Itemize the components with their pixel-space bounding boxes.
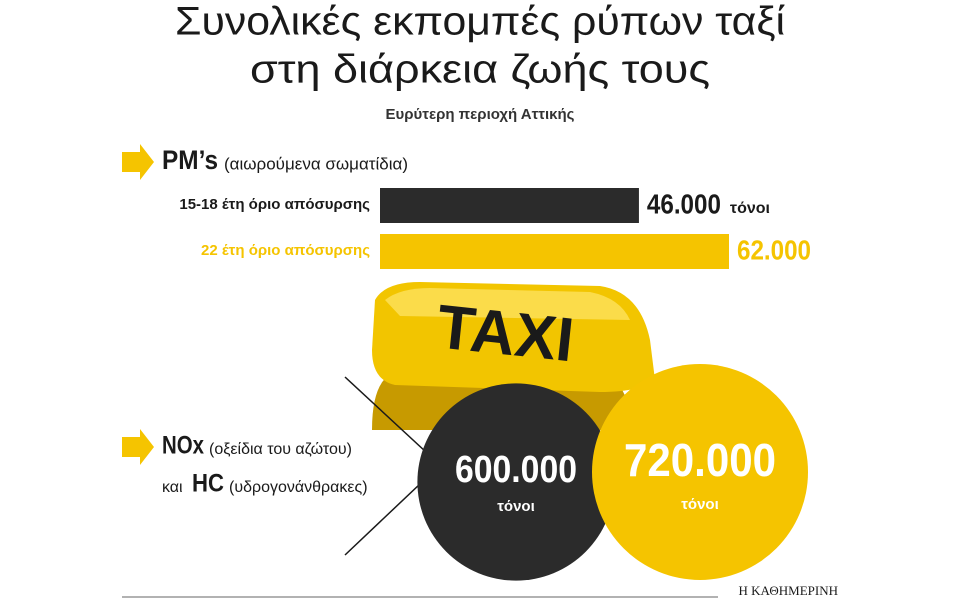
conjunction: και xyxy=(162,479,183,496)
value-label: 720.000 xyxy=(624,434,776,486)
bar xyxy=(380,234,729,269)
arrow-icon xyxy=(122,429,154,465)
section-subtitle: (υδρογονάνθρακες) xyxy=(229,479,368,496)
title-line: στη διάρκεια ζωής τους xyxy=(250,48,710,92)
value-label: 46.000 xyxy=(647,188,721,219)
marks: 15-18 έτη όριο απόσυρσης 46.000 τόνοι 22 έτ… xyxy=(179,188,811,581)
bubble xyxy=(592,364,808,580)
value-label: 600.000 xyxy=(455,449,577,491)
arrow-icon xyxy=(122,144,154,180)
section-subtitle: (οξείδια του αζώτου) xyxy=(209,441,352,458)
footer-source: Η ΚΑΘΗΜΕΡΙΝΗ xyxy=(739,583,839,598)
bar xyxy=(380,188,639,223)
bar-label: 15-18 έτη όριο απόσυρσης xyxy=(179,196,370,213)
taxi-illustration: TAXI xyxy=(372,282,655,430)
bar-label: 22 έτη όριο απόσυρσης xyxy=(201,242,370,259)
unit-label: τόνοι xyxy=(497,498,535,515)
section-title: NOx xyxy=(162,432,204,460)
title-line: Συνολικές εκπομπές ρύπων ταξί xyxy=(175,0,785,44)
taxi-text: TAXI xyxy=(434,292,577,375)
subtitle: Ευρύτερη περιοχή Αττικής xyxy=(386,106,575,123)
section-title: PM’s xyxy=(162,145,218,175)
unit-label: τόνοι xyxy=(681,496,719,513)
bubble xyxy=(417,383,615,581)
value-label: 62.000 xyxy=(737,234,811,265)
unit-label: τόνοι xyxy=(730,200,770,217)
section-title: HC xyxy=(192,470,224,498)
section-subtitle: (αιωρούμενα σωματίδια) xyxy=(224,154,408,173)
